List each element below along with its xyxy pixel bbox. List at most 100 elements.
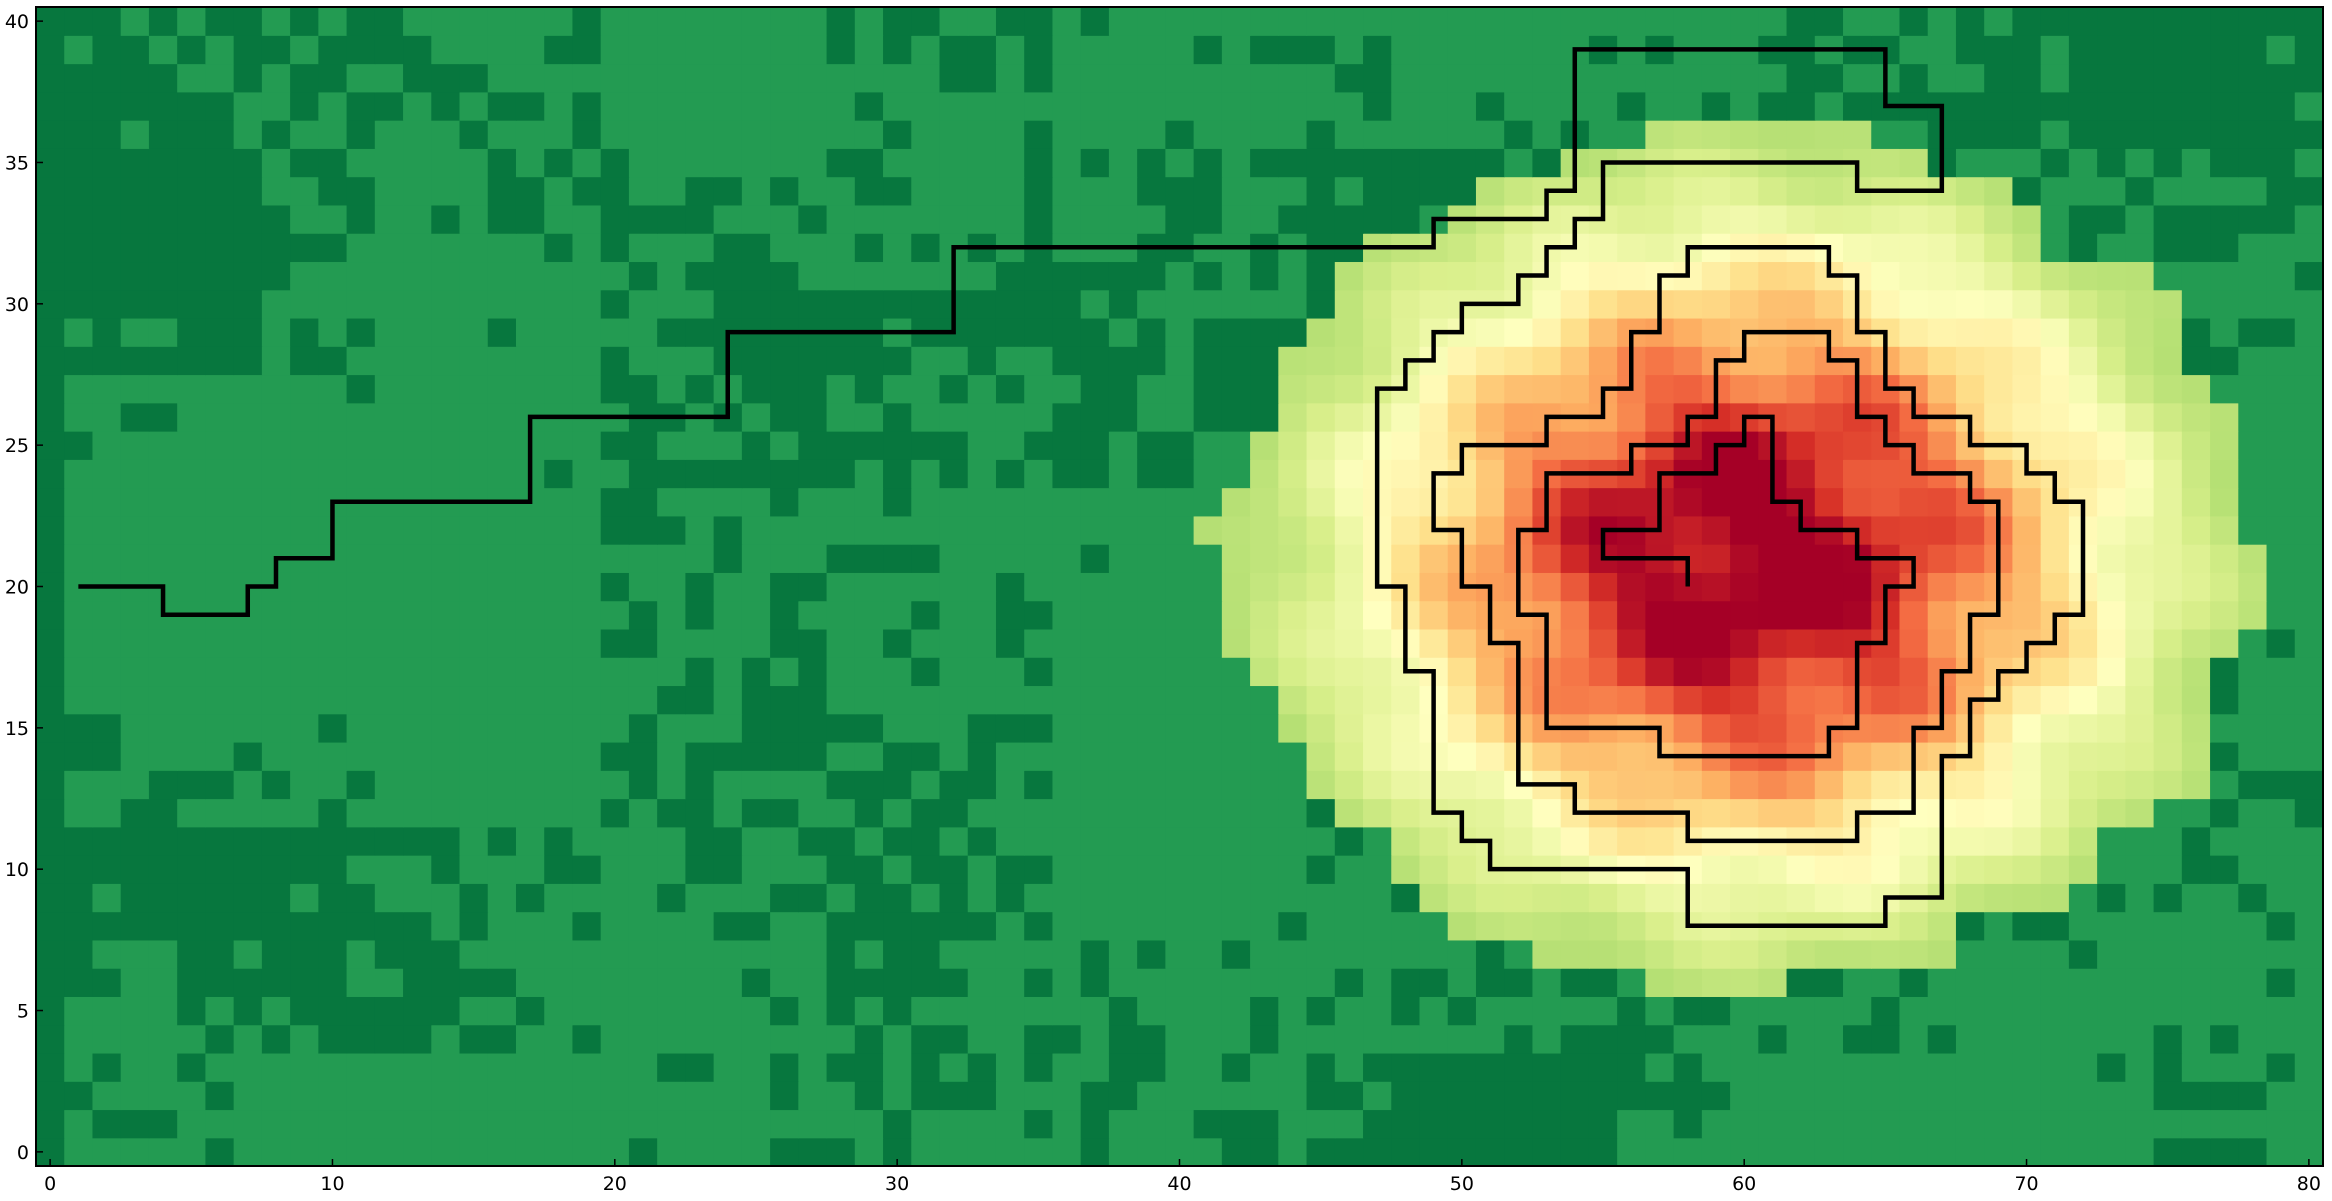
heatmap-cell [2266, 1137, 2296, 1166]
heatmap-cell [2012, 939, 2042, 969]
heatmap-cell [1504, 996, 1534, 1026]
heatmap-cell [1363, 770, 1392, 800]
heatmap-cell [1250, 1081, 1279, 1111]
heatmap-cell [770, 204, 799, 234]
heatmap-cell [2040, 233, 2070, 263]
heatmap-cell [741, 544, 771, 573]
heatmap-cell [431, 600, 461, 630]
heatmap-cell [826, 289, 856, 319]
heatmap-cell [2210, 289, 2239, 319]
heatmap-cell [1306, 1109, 1336, 1139]
heatmap-cell [1221, 346, 1251, 376]
heatmap-cell [883, 91, 912, 121]
heatmap-cell [1984, 1109, 2014, 1139]
heatmap-cell [120, 968, 150, 997]
heatmap-cell [2238, 883, 2268, 913]
heatmap-cell [967, 1109, 997, 1139]
heatmap-cell [92, 883, 122, 913]
heatmap-cell [261, 1052, 291, 1082]
heatmap-cell [2181, 685, 2211, 715]
x-tick-label: 10 [320, 1173, 344, 1195]
heatmap-cell [1984, 91, 2014, 121]
heatmap-cell [911, 600, 941, 630]
heatmap-cell [2125, 1081, 2155, 1111]
heatmap-cell [177, 798, 207, 828]
heatmap-cell [374, 261, 404, 291]
heatmap-cell [431, 544, 461, 573]
heatmap-cell [939, 657, 969, 687]
heatmap-cell [713, 120, 743, 149]
heatmap-cell [1984, 63, 2014, 93]
heatmap-cell [318, 176, 348, 206]
heatmap-cell [459, 883, 489, 913]
heatmap-cell [92, 35, 122, 65]
heatmap-cell [2238, 741, 2268, 771]
heatmap-cell [1278, 572, 1308, 602]
heatmap-cell [1730, 176, 1759, 206]
heatmap-cell [1278, 657, 1308, 687]
heatmap-cell [2097, 968, 2126, 997]
heatmap-cell [544, 968, 574, 997]
heatmap-cell [233, 713, 263, 743]
heatmap-cell [1871, 996, 1901, 1026]
heatmap-cell [1391, 317, 1421, 347]
heatmap-cell [318, 911, 348, 941]
heatmap-cell [431, 572, 461, 602]
heatmap-cell [487, 572, 517, 602]
heatmap-cell [741, 685, 771, 715]
heatmap-cell [1024, 515, 1054, 545]
heatmap-cell [1645, 1081, 1675, 1111]
heatmap-cell [600, 289, 630, 319]
heatmap-cell [967, 289, 997, 319]
heatmap-cell [1137, 911, 1166, 941]
heatmap-cell [2238, 657, 2268, 687]
heatmap-cell [1108, 713, 1138, 743]
heatmap-cell [1391, 968, 1421, 997]
heatmap-cell [318, 261, 348, 291]
heatmap-cell [2125, 402, 2155, 432]
heatmap-cell [657, 939, 686, 969]
heatmap-cell [205, 346, 235, 376]
heatmap-cell [1504, 346, 1534, 376]
heatmap-cell [2210, 431, 2239, 460]
heatmap-cell [1730, 261, 1759, 291]
heatmap-cell [967, 798, 997, 828]
heatmap-cell [36, 204, 65, 234]
heatmap-cell [177, 204, 207, 234]
heatmap-cell [1814, 402, 1844, 432]
heatmap-cell [148, 233, 178, 263]
heatmap-cell [1278, 713, 1308, 743]
heatmap-cell [967, 261, 997, 291]
heatmap-cell [1617, 261, 1646, 291]
heatmap-cell [459, 1109, 489, 1139]
heatmap-cell [148, 770, 178, 800]
heatmap-cell [1814, 572, 1844, 602]
heatmap-cell [572, 939, 602, 969]
heatmap-cell [911, 431, 941, 460]
heatmap-cell [826, 91, 856, 121]
heatmap-cell [1447, 741, 1477, 771]
heatmap-cell [1250, 120, 1279, 149]
heatmap-cell [628, 120, 658, 149]
heatmap-cell [2181, 1109, 2211, 1139]
heatmap-cell [2153, 1137, 2183, 1166]
heatmap-cell [1814, 685, 1844, 715]
heatmap-cell [854, 911, 884, 941]
heatmap-cell [967, 91, 997, 121]
heatmap-cell [64, 855, 94, 884]
heatmap-cell [1108, 1081, 1138, 1111]
heatmap-cell [233, 883, 263, 913]
heatmap-cell [1306, 402, 1336, 432]
heatmap-cell [770, 289, 799, 319]
heatmap-cell [2294, 431, 2323, 460]
heatmap-cell [487, 204, 517, 234]
heatmap-cell [148, 35, 178, 65]
heatmap-cell [883, 883, 912, 913]
heatmap-cell [1052, 374, 1082, 404]
heatmap-cell [657, 600, 686, 630]
heatmap-cell [1871, 120, 1901, 149]
heatmap-cell [2238, 628, 2268, 658]
heatmap-cell [374, 459, 404, 489]
heatmap-cell [261, 91, 291, 121]
heatmap-cell [1419, 968, 1449, 997]
